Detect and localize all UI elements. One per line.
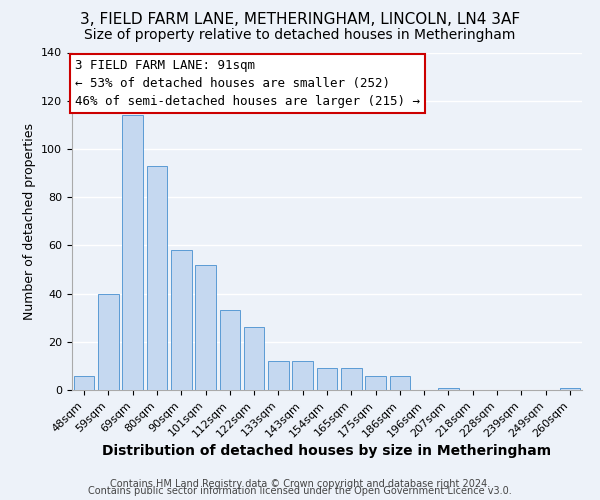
Text: 3, FIELD FARM LANE, METHERINGHAM, LINCOLN, LN4 3AF: 3, FIELD FARM LANE, METHERINGHAM, LINCOL… [80, 12, 520, 28]
X-axis label: Distribution of detached houses by size in Metheringham: Distribution of detached houses by size … [103, 444, 551, 458]
Bar [171, 250, 191, 390]
Bar [268, 361, 289, 390]
Text: Contains HM Land Registry data © Crown copyright and database right 2024.: Contains HM Land Registry data © Crown c… [110, 479, 490, 489]
Bar [146, 166, 167, 390]
Bar [365, 376, 386, 390]
Y-axis label: Number of detached properties: Number of detached properties [23, 122, 35, 320]
Bar [438, 388, 459, 390]
Bar [122, 115, 143, 390]
Bar [220, 310, 240, 390]
Bar [292, 361, 313, 390]
Text: Contains public sector information licensed under the Open Government Licence v3: Contains public sector information licen… [88, 486, 512, 496]
Bar [195, 264, 216, 390]
Bar [74, 376, 94, 390]
Text: 3 FIELD FARM LANE: 91sqm
← 53% of detached houses are smaller (252)
46% of semi-: 3 FIELD FARM LANE: 91sqm ← 53% of detach… [74, 59, 419, 108]
Bar [244, 328, 265, 390]
Bar [317, 368, 337, 390]
Bar [341, 368, 362, 390]
Bar [389, 376, 410, 390]
Bar [560, 388, 580, 390]
Text: Size of property relative to detached houses in Metheringham: Size of property relative to detached ho… [85, 28, 515, 42]
Bar [98, 294, 119, 390]
